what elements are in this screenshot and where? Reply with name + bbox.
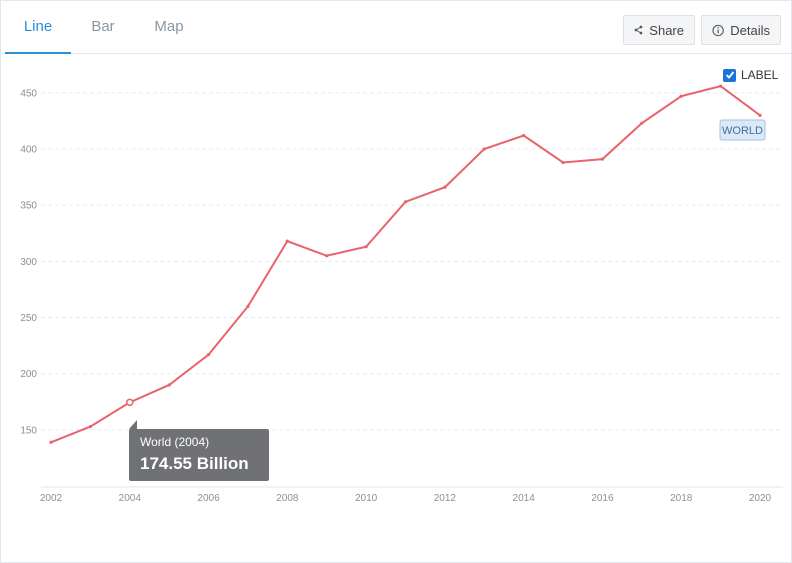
share-label: Share [649, 22, 684, 38]
data-point[interactable] [600, 157, 605, 161]
data-point[interactable] [758, 113, 762, 117]
x-tick-label: 2020 [749, 493, 772, 504]
data-point[interactable] [167, 383, 171, 387]
series-line-world [50, 85, 761, 444]
series-points [49, 84, 762, 444]
data-point[interactable] [206, 353, 211, 357]
y-axis-ticks: 150 200 250 300 350 400 450 [20, 88, 37, 436]
data-point[interactable] [522, 133, 526, 138]
x-tick-label: 2014 [513, 493, 536, 504]
y-tick-label: 200 [20, 369, 37, 380]
checkbox-checked-icon[interactable] [723, 68, 736, 82]
data-point[interactable] [640, 121, 644, 125]
label-toggle[interactable]: LABEL [723, 68, 778, 82]
y-tick-label: 450 [20, 88, 37, 99]
tab-bar[interactable]: Bar [91, 18, 115, 35]
share-button[interactable]: Share [623, 15, 695, 45]
info-icon [712, 24, 724, 36]
x-tick-label: 2016 [591, 493, 614, 504]
tab-map[interactable]: Map [154, 18, 184, 35]
data-point[interactable] [679, 94, 683, 98]
tooltip-title: World (2004) [140, 435, 209, 449]
x-tick-label: 2002 [40, 493, 63, 504]
chart-type-tabs: Line Bar Map [1, 1, 791, 54]
label-toggle-text: LABEL [741, 68, 779, 82]
data-point[interactable] [403, 200, 408, 204]
data-point[interactable] [443, 185, 447, 189]
data-point[interactable] [246, 304, 250, 308]
data-point[interactable] [88, 424, 92, 429]
y-tick-label: 300 [20, 257, 37, 268]
data-point[interactable] [561, 160, 565, 165]
x-tick-label: 2012 [434, 493, 457, 504]
data-point[interactable] [719, 84, 723, 88]
data-point[interactable] [325, 254, 329, 258]
data-point[interactable] [49, 440, 53, 444]
x-tick-label: 2006 [197, 493, 220, 504]
details-label: Details [730, 22, 770, 38]
tab-line[interactable]: Line [5, 1, 71, 54]
x-tick-label: 2018 [670, 493, 693, 504]
series-label-world: WORLD [722, 125, 763, 137]
data-point[interactable] [364, 245, 368, 249]
share-icon [634, 25, 643, 35]
x-tick-label: 2010 [355, 493, 378, 504]
x-tick-label: 2008 [276, 493, 299, 504]
y-tick-label: 150 [20, 425, 37, 436]
x-axis-ticks: 2002 2004 2006 2008 2010 2012 2014 2016 2018 2020 [40, 493, 772, 504]
data-point[interactable] [482, 147, 486, 151]
tooltip: World (2004) 174.55 Billion [129, 420, 269, 481]
data-point[interactable] [126, 398, 134, 407]
x-tick-label: 2004 [119, 493, 142, 504]
y-tick-label: 350 [20, 201, 37, 212]
series-end-label: WORLD [719, 119, 766, 141]
y-tick-label: 250 [20, 313, 37, 324]
tooltip-value: 174.55 Billion [140, 454, 249, 473]
y-tick-label: 400 [20, 145, 37, 156]
data-point[interactable] [285, 239, 289, 243]
grid-lines [41, 92, 783, 488]
details-button[interactable]: Details [701, 15, 781, 45]
